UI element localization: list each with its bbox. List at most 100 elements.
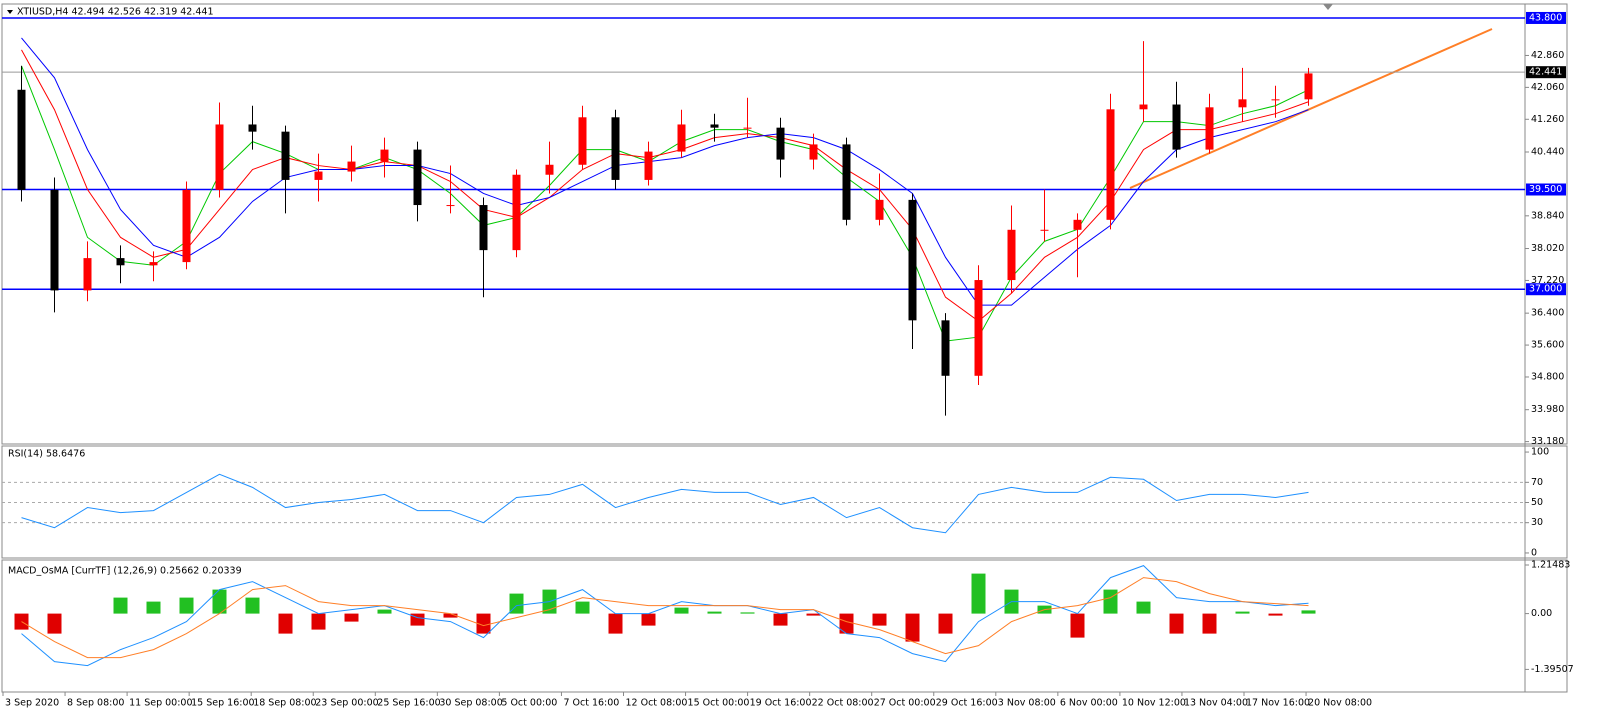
x-tick-label: 25 Sep 16:00 bbox=[377, 698, 440, 709]
osma-bar bbox=[674, 607, 689, 614]
moving-average bbox=[21, 49, 1309, 322]
macd-title: MACD_OsMA [CurrTF] (12,26,9) 0.25662 0.2… bbox=[8, 566, 242, 577]
osma-bar bbox=[113, 597, 128, 614]
candle-body bbox=[1172, 104, 1181, 150]
level-label: 43.800 bbox=[1529, 12, 1562, 23]
x-tick-label: 6 Nov 00:00 bbox=[1060, 698, 1118, 709]
candle-body bbox=[875, 199, 884, 220]
y-tick-label: 50 bbox=[1531, 497, 1543, 508]
candle-body bbox=[446, 205, 455, 207]
x-tick-label: 20 Nov 08:00 bbox=[1308, 698, 1372, 709]
candle-body bbox=[1238, 99, 1247, 108]
osma-bar bbox=[707, 611, 722, 614]
osma-bar bbox=[146, 601, 161, 614]
osma-bar bbox=[740, 612, 755, 614]
osma-bar bbox=[938, 613, 953, 634]
osma-bar bbox=[245, 597, 260, 614]
candle-body bbox=[1139, 104, 1148, 110]
macd-line bbox=[21, 577, 1309, 659]
osma-bar bbox=[971, 573, 986, 614]
y-tick-label: 1.21483 bbox=[1531, 560, 1570, 571]
candle-body bbox=[512, 174, 521, 251]
osma-bar bbox=[905, 613, 920, 642]
candle-body bbox=[974, 280, 983, 376]
candle-body bbox=[545, 164, 554, 175]
rsi-title: RSI(14) 58.6476 bbox=[8, 449, 85, 460]
x-tick-label: 17 Nov 16:00 bbox=[1246, 698, 1310, 709]
y-tick-label: 41.260 bbox=[1531, 114, 1564, 125]
candle-body bbox=[644, 151, 653, 180]
osma-bar bbox=[476, 613, 491, 634]
macd-line bbox=[21, 565, 1309, 667]
y-tick-label: 34.800 bbox=[1531, 371, 1564, 382]
y-tick-label: 35.600 bbox=[1531, 340, 1564, 351]
y-tick-label: 33.180 bbox=[1531, 436, 1564, 447]
osma-bar bbox=[1268, 613, 1283, 616]
y-tick-label: -1.39507 bbox=[1531, 664, 1574, 675]
x-tick-label: 12 Oct 08:00 bbox=[626, 698, 688, 709]
candle-body bbox=[1304, 73, 1313, 100]
x-tick-label: 30 Sep 08:00 bbox=[439, 698, 502, 709]
candle-body bbox=[1073, 219, 1082, 230]
x-tick-label: 15 Sep 16:00 bbox=[191, 698, 254, 709]
candle-body bbox=[1040, 229, 1049, 231]
x-tick-label: 29 Oct 16:00 bbox=[936, 698, 998, 709]
candle-body bbox=[677, 124, 686, 152]
osma-bar bbox=[1070, 613, 1085, 638]
osma-bar bbox=[806, 613, 821, 616]
level-label: 37.000 bbox=[1529, 284, 1562, 295]
osma-bar bbox=[1202, 613, 1217, 634]
x-tick-label: 19 Oct 16:00 bbox=[750, 698, 812, 709]
candle-body bbox=[842, 144, 851, 220]
osma-bar bbox=[443, 613, 458, 618]
candle-body bbox=[1271, 99, 1280, 101]
x-tick-label: 5 Oct 00:00 bbox=[501, 698, 557, 709]
candle-body bbox=[116, 258, 125, 266]
osma-bar bbox=[575, 601, 590, 614]
y-tick-label: 37.220 bbox=[1531, 275, 1564, 286]
main-title: XTIUSD,H4 42.494 42.526 42.319 42.441 bbox=[17, 7, 214, 18]
osma-bar bbox=[608, 613, 623, 634]
x-tick-label: 27 Oct 00:00 bbox=[874, 698, 936, 709]
candle-body bbox=[17, 89, 26, 190]
level-label: 39.500 bbox=[1529, 184, 1562, 195]
y-tick-label: 42.060 bbox=[1531, 82, 1564, 93]
y-tick-label: 0.00 bbox=[1531, 608, 1552, 619]
x-tick-label: 8 Sep 08:00 bbox=[67, 698, 124, 709]
candle-body bbox=[182, 189, 191, 263]
rsi-panel bbox=[1, 445, 1568, 559]
last-price-label: 42.441 bbox=[1529, 67, 1562, 78]
candle-body bbox=[248, 124, 257, 132]
osma-bar bbox=[179, 597, 194, 614]
x-tick-label: 22 Oct 08:00 bbox=[812, 698, 874, 709]
candle-body bbox=[413, 149, 422, 206]
collapse-arrow bbox=[7, 10, 13, 14]
osma-bar bbox=[1301, 610, 1316, 614]
x-tick-label: 15 Oct 00:00 bbox=[688, 698, 750, 709]
candle-body bbox=[479, 205, 488, 251]
candle-body bbox=[149, 262, 158, 266]
x-tick-label: 10 Nov 12:00 bbox=[1122, 698, 1186, 709]
level-tag bbox=[1526, 283, 1566, 296]
candle-body bbox=[908, 199, 917, 321]
osma-bar bbox=[344, 613, 359, 622]
main-panel bbox=[1, 3, 1568, 445]
shift-marker bbox=[1323, 4, 1333, 10]
candle-body bbox=[215, 124, 224, 190]
y-tick-label: 36.400 bbox=[1531, 308, 1564, 319]
candle-body bbox=[578, 117, 587, 165]
trend-line bbox=[1129, 28, 1493, 189]
candle-body bbox=[809, 144, 818, 160]
candle-body bbox=[347, 161, 356, 172]
osma-bar bbox=[1169, 613, 1184, 634]
y-tick-label: 0 bbox=[1531, 547, 1537, 558]
x-tick-label: 3 Sep 2020 bbox=[5, 698, 59, 709]
y-tick-label: 38.840 bbox=[1531, 210, 1564, 221]
osma-bar bbox=[641, 613, 656, 626]
x-tick-label: 11 Sep 00:00 bbox=[129, 698, 192, 709]
osma-bar bbox=[1235, 611, 1250, 614]
x-tick-label: 23 Sep 00:00 bbox=[315, 698, 378, 709]
y-tick-label: 33.980 bbox=[1531, 404, 1564, 415]
candle-body bbox=[314, 171, 323, 180]
